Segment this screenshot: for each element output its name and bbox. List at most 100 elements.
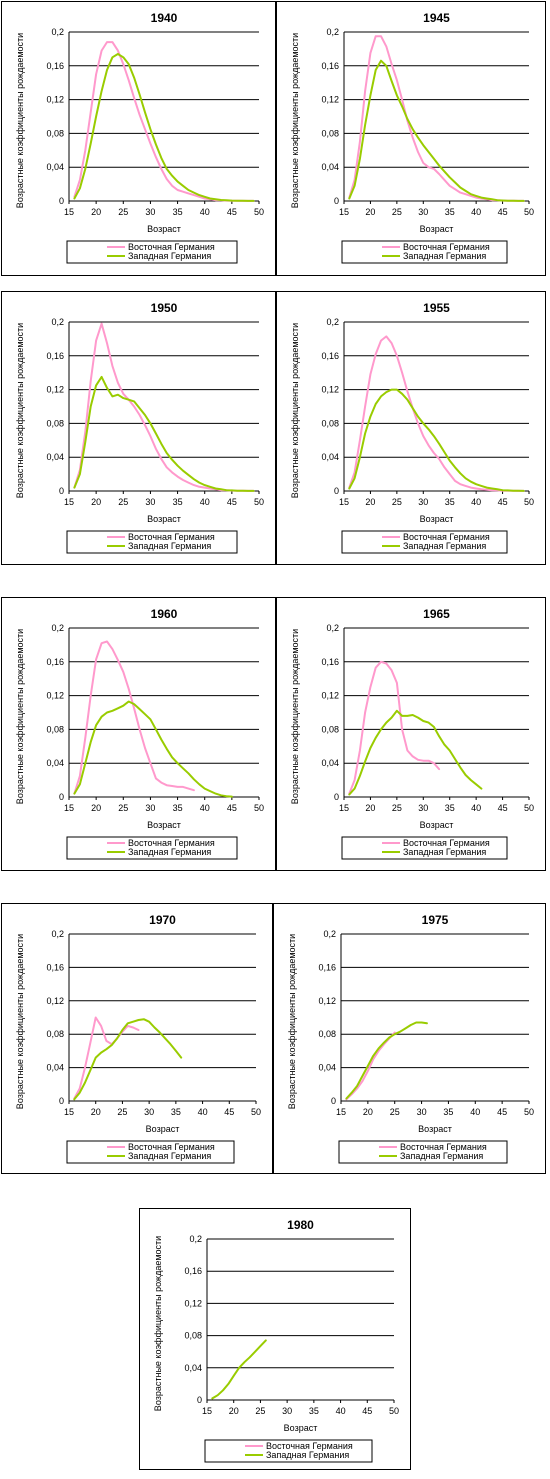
x-tick-label: 30 bbox=[418, 803, 428, 813]
x-tick-label: 35 bbox=[173, 497, 183, 507]
x-tick-label: 45 bbox=[498, 497, 508, 507]
chart-svg-1950: 1950 0 0,04 0,08 0,12 0,16 0,2 15 20 25 30 35 40 45 50… bbox=[15, 301, 264, 554]
series-line-east bbox=[348, 660, 441, 795]
x-tick-label: 25 bbox=[117, 1107, 127, 1117]
legend-label: Западная Германия bbox=[266, 1450, 349, 1460]
x-tick-label: 50 bbox=[524, 803, 534, 813]
y-tick-label: 0,16 bbox=[46, 61, 64, 71]
x-axis-label: Возраст bbox=[147, 820, 181, 830]
series-line-west bbox=[348, 388, 525, 492]
y-tick-label: 0,12 bbox=[46, 996, 64, 1006]
x-tick-label: 50 bbox=[251, 1107, 261, 1117]
legend-label: Западная Германия bbox=[403, 541, 486, 551]
y-tick-label: 0,04 bbox=[321, 758, 339, 768]
y-tick-label: 0,2 bbox=[326, 27, 339, 37]
y-tick-label: 0,2 bbox=[51, 929, 64, 939]
legend-label: Восточная Германия bbox=[266, 1441, 353, 1451]
legend-label: Западная Германия bbox=[403, 847, 486, 857]
x-tick-label: 20 bbox=[365, 207, 375, 217]
legend-label: Восточная Германия bbox=[128, 242, 215, 252]
x-tick-label: 50 bbox=[254, 803, 264, 813]
x-tick-label: 30 bbox=[418, 207, 428, 217]
y-tick-label: 0,08 bbox=[46, 128, 64, 138]
x-tick-label: 20 bbox=[363, 1107, 373, 1117]
x-tick-label: 45 bbox=[227, 207, 237, 217]
series-line-west bbox=[348, 709, 483, 796]
series-line-west bbox=[73, 53, 255, 202]
legend-label: Западная Германия bbox=[403, 251, 486, 261]
y-tick-label: 0,04 bbox=[46, 758, 64, 768]
x-axis-label: Возраст bbox=[418, 1124, 452, 1134]
y-tick-label: 0,16 bbox=[321, 61, 339, 71]
y-tick-label: 0,08 bbox=[321, 724, 339, 734]
y-tick-label: 0,16 bbox=[184, 1266, 202, 1276]
y-tick-label: 0,04 bbox=[184, 1363, 202, 1373]
legend-label: Восточная Германия bbox=[128, 532, 215, 542]
y-tick-label: 0 bbox=[334, 196, 339, 206]
chart-panel-1960: 1960 0 0,04 0,08 0,12 0,16 0,2 15 20 25 30 35 40 45 50… bbox=[1, 597, 276, 871]
x-tick-label: 45 bbox=[498, 803, 508, 813]
chart-title: 1955 bbox=[423, 301, 450, 315]
chart-svg-1955: 1955 0 0,04 0,08 0,12 0,16 0,2 15 20 25 30 35 40 45 50… bbox=[290, 301, 534, 554]
x-tick-label: 15 bbox=[64, 1107, 74, 1117]
x-tick-label: 15 bbox=[339, 207, 349, 217]
series-line-west bbox=[345, 1021, 428, 1100]
legend-label: Западная Германия bbox=[400, 1151, 483, 1161]
y-tick-label: 0,2 bbox=[51, 317, 64, 327]
x-tick-label: 15 bbox=[64, 497, 74, 507]
y-tick-label: 0 bbox=[334, 792, 339, 802]
x-axis-label: Возраст bbox=[420, 514, 454, 524]
chart-svg-1965: 1965 0 0,04 0,08 0,12 0,16 0,2 15 20 25 30 35 40 45 50… bbox=[290, 607, 534, 860]
x-axis-label: Возраст bbox=[147, 514, 181, 524]
x-tick-label: 25 bbox=[392, 803, 402, 813]
x-tick-label: 25 bbox=[390, 1107, 400, 1117]
y-tick-label: 0 bbox=[197, 1395, 202, 1405]
x-tick-label: 40 bbox=[200, 207, 210, 217]
chart-title: 1945 bbox=[423, 11, 450, 25]
x-tick-label: 15 bbox=[339, 803, 349, 813]
x-tick-label: 25 bbox=[392, 497, 402, 507]
x-tick-label: 30 bbox=[144, 1107, 154, 1117]
y-tick-label: 0,08 bbox=[46, 1029, 64, 1039]
x-tick-label: 40 bbox=[470, 1107, 480, 1117]
y-tick-label: 0,08 bbox=[46, 418, 64, 428]
x-axis-label: Возраст bbox=[420, 820, 454, 830]
chart-panel-1965: 1965 0 0,04 0,08 0,12 0,16 0,2 15 20 25 30 35 40 45 50… bbox=[276, 597, 546, 871]
series-line-east bbox=[73, 322, 255, 492]
x-tick-label: 20 bbox=[229, 1406, 239, 1416]
series-line-west bbox=[211, 1339, 267, 1400]
y-tick-label: 0,16 bbox=[46, 962, 64, 972]
legend-label: Восточная Германия bbox=[403, 532, 490, 542]
y-tick-label: 0,12 bbox=[46, 691, 64, 701]
chart-title: 1970 bbox=[149, 913, 176, 927]
y-axis-label: Возрастные коэффициенты рождаемости bbox=[15, 33, 25, 208]
x-tick-label: 35 bbox=[171, 1107, 181, 1117]
y-tick-label: 0,08 bbox=[46, 724, 64, 734]
y-tick-label: 0,08 bbox=[321, 128, 339, 138]
y-tick-label: 0 bbox=[331, 1096, 336, 1106]
x-tick-label: 50 bbox=[524, 207, 534, 217]
x-tick-label: 15 bbox=[64, 803, 74, 813]
series-line-west bbox=[348, 59, 525, 202]
chart-panel-1950: 1950 0 0,04 0,08 0,12 0,16 0,2 15 20 25 30 35 40 45 50… bbox=[1, 291, 276, 565]
y-tick-label: 0,08 bbox=[321, 418, 339, 428]
x-tick-label: 40 bbox=[198, 1107, 208, 1117]
x-tick-label: 40 bbox=[336, 1406, 346, 1416]
x-tick-label: 40 bbox=[471, 497, 481, 507]
x-tick-label: 35 bbox=[309, 1406, 319, 1416]
x-tick-label: 35 bbox=[173, 207, 183, 217]
y-tick-label: 0 bbox=[59, 792, 64, 802]
x-tick-label: 30 bbox=[417, 1107, 427, 1117]
y-tick-label: 0,04 bbox=[46, 1063, 64, 1073]
chart-title: 1940 bbox=[151, 11, 178, 25]
y-axis-label: Возрастные коэффициенты рождаемости bbox=[15, 934, 25, 1109]
legend-label: Восточная Германия bbox=[403, 242, 490, 252]
legend-label: Восточная Германия bbox=[128, 838, 215, 848]
y-tick-label: 0,16 bbox=[318, 962, 336, 972]
chart-panel-1955: 1955 0 0,04 0,08 0,12 0,16 0,2 15 20 25 30 35 40 45 50… bbox=[276, 291, 546, 565]
x-axis-label: Возраст bbox=[146, 1124, 180, 1134]
x-tick-label: 45 bbox=[224, 1107, 234, 1117]
y-tick-label: 0,04 bbox=[46, 452, 64, 462]
y-tick-label: 0,2 bbox=[51, 27, 64, 37]
x-tick-label: 25 bbox=[255, 1406, 265, 1416]
